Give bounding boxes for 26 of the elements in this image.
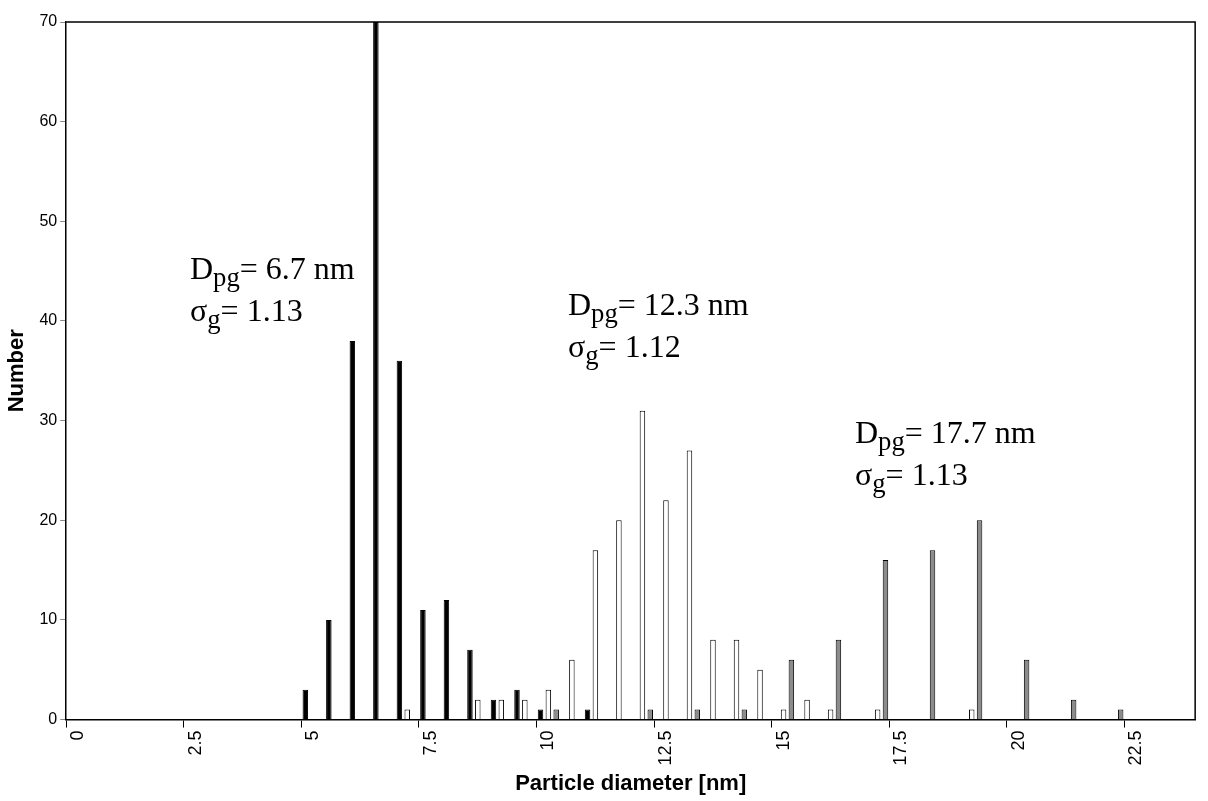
x-tick-label: 0 <box>66 730 87 741</box>
y-tick-label: 70 <box>39 12 58 30</box>
annotation: σ$_{g}$= 1.13 <box>190 292 303 337</box>
annotation: D$_{pg}$= 6.7 nm <box>190 250 355 293</box>
x-tick-label: 12.5 <box>654 730 675 766</box>
x-tick-label: 20 <box>1007 730 1028 751</box>
y-tick-label: 0 <box>48 709 58 727</box>
x-tick-label: 5 <box>302 730 323 741</box>
y-tick-label: 10 <box>39 610 58 628</box>
annotation: σ$_{g}$= 1.13 <box>855 456 968 501</box>
x-tick-label: 15 <box>772 730 793 751</box>
y-axis-title: Number <box>3 328 29 413</box>
y-tick-label: 50 <box>39 211 58 229</box>
y-tick-label: 20 <box>39 510 58 528</box>
x-axis-title: Particle diameter [nm] <box>515 769 747 795</box>
annotation: σ$_{g}$= 1.12 <box>568 328 681 373</box>
y-tick-label: 30 <box>39 411 58 429</box>
x-tick-label: 7.5 <box>419 730 440 756</box>
x-tick-label: 2.5 <box>184 730 205 756</box>
x-tick-label: 22.5 <box>1125 730 1146 766</box>
x-tick-label: 17.5 <box>890 730 911 766</box>
annotation: D$_{pg}$= 17.7 nm <box>855 414 1036 457</box>
annotation: D$_{pg}$= 12.3 nm <box>568 286 749 329</box>
y-tick-label: 60 <box>39 112 58 130</box>
x-tick-label: 10 <box>537 730 558 751</box>
y-tick-label: 40 <box>39 311 58 329</box>
